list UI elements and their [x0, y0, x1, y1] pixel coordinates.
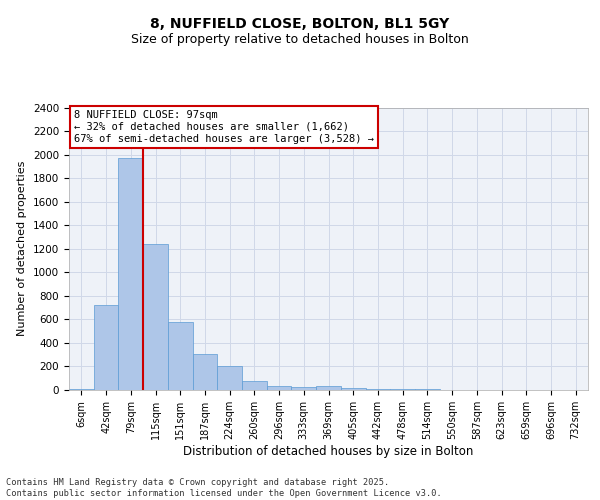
Bar [94, 305, 118, 390]
Bar [143, 244, 168, 390]
Text: 8 NUFFIELD CLOSE: 97sqm
← 32% of detached houses are smaller (1,662)
67% of semi: 8 NUFFIELD CLOSE: 97sqm ← 32% of detache… [74, 110, 374, 144]
Y-axis label: Number of detached properties: Number of detached properties [17, 161, 28, 336]
Text: Size of property relative to detached houses in Bolton: Size of property relative to detached ho… [131, 32, 469, 46]
Bar [267, 386, 292, 390]
Bar [168, 322, 193, 390]
Bar [69, 389, 94, 390]
Bar [390, 389, 415, 390]
Bar [118, 158, 143, 390]
Bar [193, 354, 217, 390]
Bar [316, 386, 341, 390]
Bar [242, 381, 267, 390]
X-axis label: Distribution of detached houses by size in Bolton: Distribution of detached houses by size … [184, 444, 473, 458]
Text: Contains HM Land Registry data © Crown copyright and database right 2025.
Contai: Contains HM Land Registry data © Crown c… [6, 478, 442, 498]
Bar [217, 366, 242, 390]
Bar [292, 387, 316, 390]
Bar [341, 388, 365, 390]
Text: 8, NUFFIELD CLOSE, BOLTON, BL1 5GY: 8, NUFFIELD CLOSE, BOLTON, BL1 5GY [151, 18, 449, 32]
